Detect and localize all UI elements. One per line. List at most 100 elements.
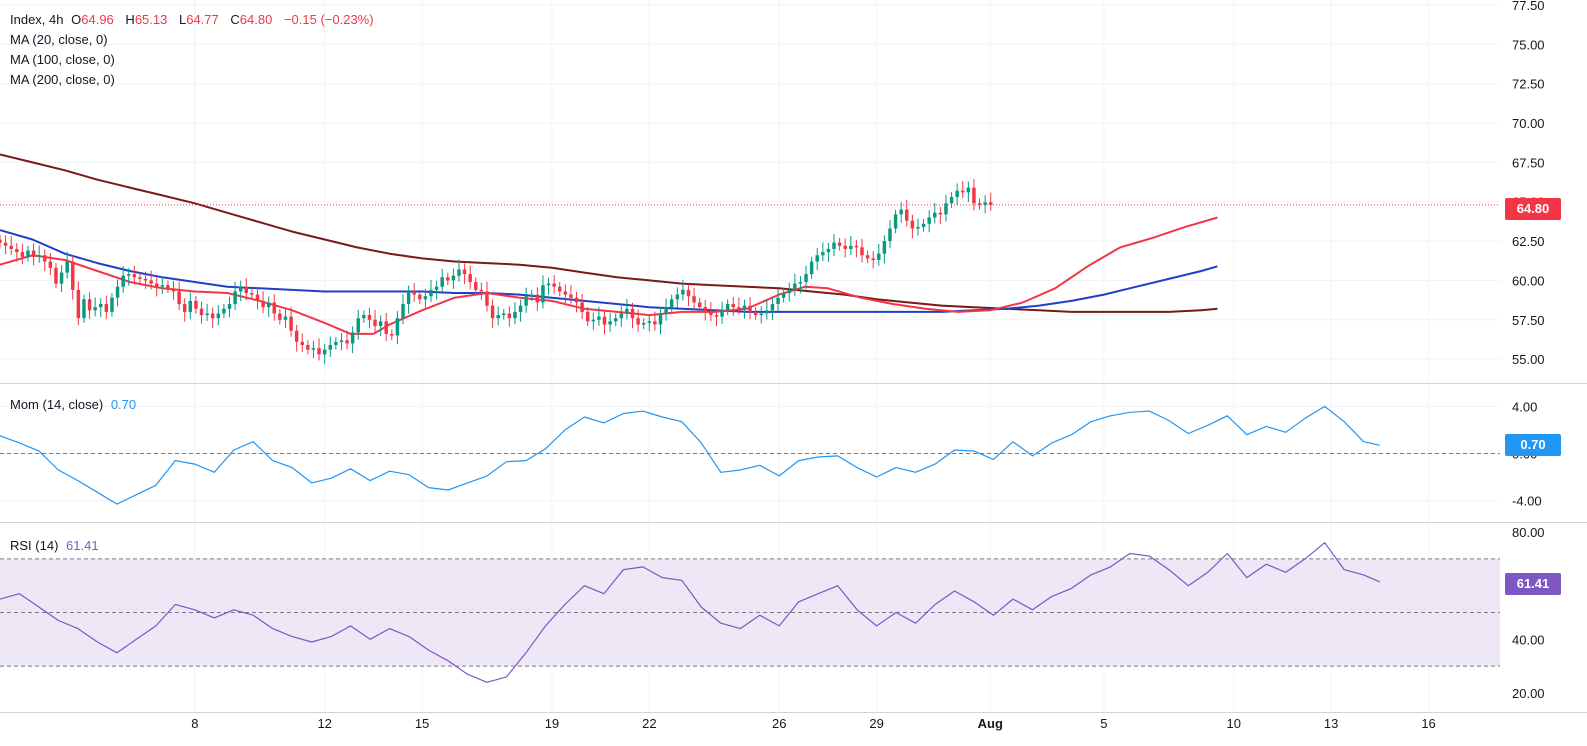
candle-body [591, 319, 596, 322]
candle-body [26, 250, 30, 257]
candle-body [362, 315, 366, 319]
high-label: H [125, 12, 135, 27]
candle-body [871, 258, 875, 260]
ohlc-row: Index, 4h O64.96 H65.13 L64.77 C64.80 −0… [10, 10, 378, 30]
candle-body [194, 300, 198, 309]
ma200-line [0, 153, 1218, 313]
momentum-legend[interactable]: Mom (14, close) 0.70 [10, 395, 140, 415]
low-value: 64.77 [186, 12, 219, 27]
candle-body [787, 289, 791, 294]
candle-body [731, 304, 735, 308]
candle-body [104, 304, 109, 312]
price-axis-label: 57.50 [1512, 313, 1545, 328]
candle-body [658, 313, 663, 325]
candle-body [770, 304, 775, 311]
candle-body [20, 252, 25, 257]
open-label: O [71, 12, 82, 27]
time-axis-label: 10 [1227, 716, 1241, 731]
candle-body [697, 302, 702, 308]
candle-body [949, 197, 954, 204]
candle-body [507, 313, 512, 319]
candle-body [899, 209, 903, 215]
candle-body [233, 291, 237, 305]
rsi-line [0, 542, 1381, 683]
candle-body [238, 286, 243, 292]
candle-body [877, 253, 881, 260]
candle-body [283, 316, 288, 320]
candle-body [93, 307, 97, 311]
candle-body [71, 261, 75, 290]
candle-body [334, 341, 338, 345]
candle-body [921, 223, 926, 227]
candle-body [406, 291, 411, 305]
candle-body [468, 274, 472, 283]
candle-body [171, 288, 176, 292]
candle-body [143, 278, 148, 281]
candle-body [474, 282, 478, 290]
candle-body [339, 340, 344, 342]
rsi-legend[interactable]: RSI (14) 61.41 [10, 536, 103, 556]
candle-body [350, 332, 355, 344]
close-label: C [230, 12, 240, 27]
candle-body [569, 294, 573, 298]
price-axis-label: 55.00 [1512, 352, 1545, 367]
high-value: 65.13 [134, 12, 168, 27]
candle-body [972, 187, 976, 204]
candle-body [798, 282, 803, 284]
candle-body [849, 245, 853, 249]
momentum-axis-label: 4.00 [1512, 399, 1537, 414]
time-axis-label: Aug [978, 716, 1003, 731]
candle-body [692, 296, 696, 303]
candle-body [0, 239, 2, 243]
time-axis-label: 13 [1324, 716, 1338, 731]
candle-body [552, 283, 556, 287]
candle-body [289, 316, 293, 331]
candle-body [502, 313, 506, 316]
momentum-tag: 0.70 [1505, 434, 1561, 456]
time-axis-label: 15 [415, 716, 429, 731]
candle-body [15, 248, 19, 253]
candle-body [149, 280, 153, 284]
candle-body [837, 242, 842, 246]
candle-body [882, 241, 887, 254]
candle-body [294, 330, 299, 342]
candle-body [216, 313, 221, 319]
candle-body [166, 285, 170, 289]
low-label: L [178, 12, 187, 27]
candle-body [3, 242, 8, 246]
candle-body [132, 274, 137, 278]
candle-body [160, 285, 165, 287]
candle-body [977, 203, 982, 205]
candle-body [451, 275, 456, 281]
candle-body [737, 307, 741, 309]
rsi-tag: 61.41 [1505, 573, 1561, 595]
candle-body [546, 283, 551, 286]
candle-body [177, 291, 181, 305]
candle-body [916, 226, 920, 229]
candle-body [479, 289, 484, 292]
candle-body [322, 349, 327, 355]
candle-body [888, 228, 892, 242]
candle-body [59, 272, 64, 284]
ma20-legend[interactable]: MA (20, close, 0) [10, 32, 108, 47]
candle-body [765, 310, 769, 314]
candle-body [261, 300, 265, 308]
candle-body [518, 305, 523, 312]
candle-body [244, 286, 249, 294]
ma200-legend[interactable]: MA (200, close, 0) [10, 72, 115, 87]
candle-body [345, 340, 349, 344]
price-tag: 64.80 [1505, 198, 1561, 220]
ma100-legend[interactable]: MA (100, close, 0) [10, 52, 115, 67]
time-axis-label: 22 [642, 716, 656, 731]
candle-body [865, 255, 870, 259]
candle-body [390, 333, 394, 336]
candle-body [418, 294, 422, 300]
candle-body [938, 212, 943, 215]
candle-body [927, 217, 931, 224]
candle-body [714, 315, 719, 317]
candle-body [530, 294, 534, 297]
time-axis-label: 16 [1421, 716, 1435, 731]
candle-body [462, 269, 467, 275]
candle-body [373, 319, 377, 327]
